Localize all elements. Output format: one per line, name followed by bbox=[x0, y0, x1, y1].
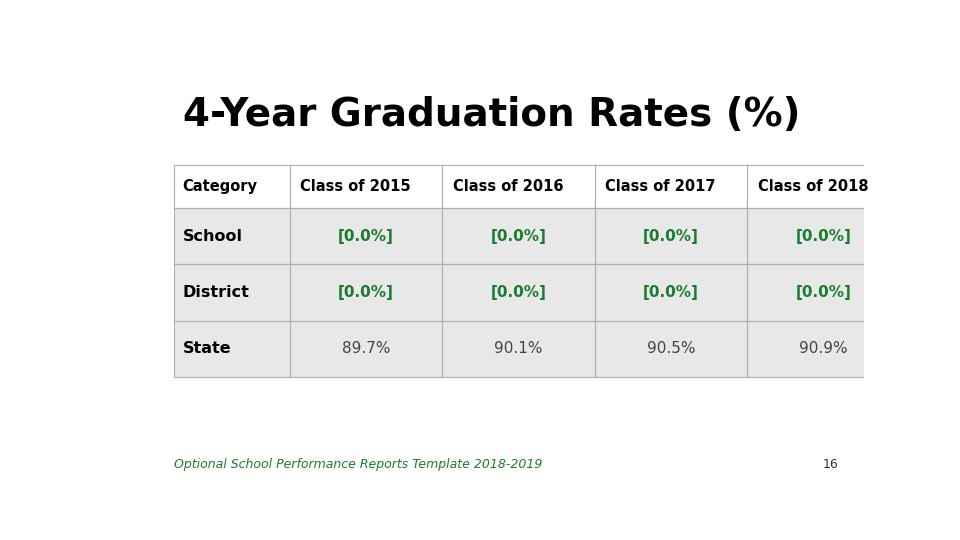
Bar bbox=[443, 165, 594, 208]
Text: Class of 2018: Class of 2018 bbox=[757, 179, 869, 194]
Bar bbox=[594, 165, 747, 208]
Text: Category: Category bbox=[182, 179, 257, 194]
Text: [0.0%]: [0.0%] bbox=[796, 229, 852, 244]
Bar bbox=[594, 208, 747, 265]
Bar bbox=[443, 208, 594, 265]
Text: [0.0%]: [0.0%] bbox=[491, 285, 546, 300]
Bar bbox=[175, 321, 290, 377]
Bar bbox=[443, 265, 594, 321]
Bar bbox=[594, 265, 747, 321]
Text: District: District bbox=[182, 285, 250, 300]
Bar bbox=[747, 321, 900, 377]
Bar bbox=[175, 165, 290, 208]
Text: 90.5%: 90.5% bbox=[647, 341, 695, 356]
Bar bbox=[747, 208, 900, 265]
Bar bbox=[290, 265, 443, 321]
Text: [0.0%]: [0.0%] bbox=[643, 285, 699, 300]
Text: Class of 2015: Class of 2015 bbox=[300, 179, 411, 194]
Text: 90.9%: 90.9% bbox=[799, 341, 848, 356]
Text: Class of 2016: Class of 2016 bbox=[453, 179, 564, 194]
Bar bbox=[290, 321, 443, 377]
Text: Class of 2017: Class of 2017 bbox=[606, 179, 716, 194]
Text: School: School bbox=[182, 229, 242, 244]
Bar bbox=[290, 165, 443, 208]
Text: 16: 16 bbox=[822, 458, 838, 471]
Bar bbox=[594, 321, 747, 377]
Text: [0.0%]: [0.0%] bbox=[796, 285, 852, 300]
Text: [0.0%]: [0.0%] bbox=[338, 285, 394, 300]
Bar bbox=[175, 265, 290, 321]
Text: 4-Year Graduation Rates (%): 4-Year Graduation Rates (%) bbox=[183, 96, 801, 134]
Text: [0.0%]: [0.0%] bbox=[338, 229, 394, 244]
Text: [0.0%]: [0.0%] bbox=[491, 229, 546, 244]
Text: [0.0%]: [0.0%] bbox=[643, 229, 699, 244]
Bar bbox=[747, 165, 900, 208]
Text: 89.7%: 89.7% bbox=[342, 341, 390, 356]
Text: Optional School Performance Reports Template 2018-2019: Optional School Performance Reports Temp… bbox=[175, 458, 542, 471]
Text: 90.1%: 90.1% bbox=[494, 341, 542, 356]
Bar bbox=[290, 208, 443, 265]
Bar bbox=[747, 265, 900, 321]
Bar bbox=[443, 321, 594, 377]
Bar bbox=[175, 208, 290, 265]
Text: State: State bbox=[182, 341, 231, 356]
